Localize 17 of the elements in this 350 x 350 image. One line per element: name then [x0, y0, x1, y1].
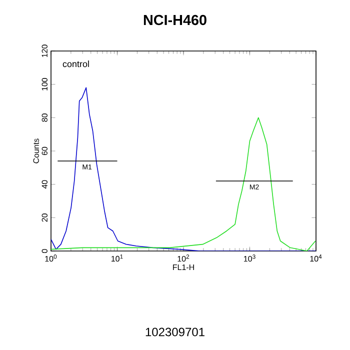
y-tick-label: 80: [42, 114, 48, 122]
y-tick-label: 60: [42, 146, 48, 156]
y-tick-label: 40: [42, 180, 48, 189]
text: 102309701: [146, 328, 204, 336]
y-tick-label: 20: [42, 214, 48, 222]
y-tick-label: 100: [42, 78, 48, 90]
y-axis-title: Counts: [33, 138, 39, 164]
y-tick-label: 0: [42, 249, 48, 253]
x-tick-label: 10$^{2}$: [178, 254, 190, 262]
chart-title: NCI-H460: [144, 14, 206, 26]
x-tick-label: 10$^{1}$: [111, 254, 123, 262]
x-tick-label: 10$^{0}$: [45, 254, 57, 262]
x-tick-label: 10$^{4}$: [310, 254, 322, 262]
x-tick-label: 10$^{3}$: [244, 254, 256, 262]
annotation: control: [62, 60, 89, 68]
y-tick-label: 120: [42, 44, 48, 58]
x-axis-title: FL1-H: [173, 264, 194, 270]
